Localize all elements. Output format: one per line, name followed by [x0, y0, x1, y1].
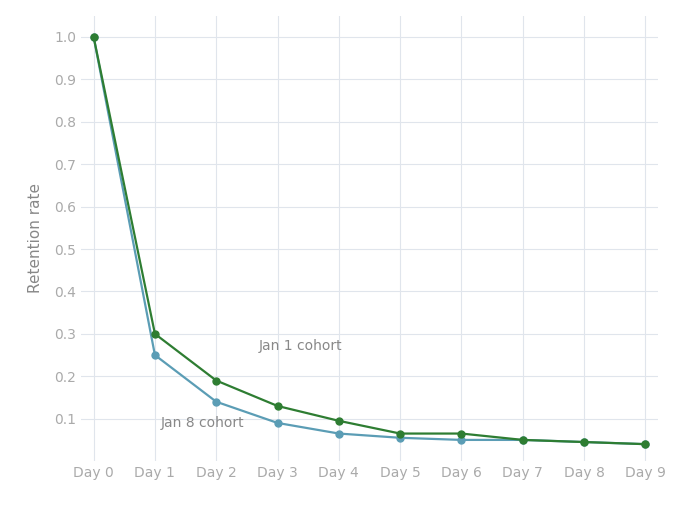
- Y-axis label: Retention rate: Retention rate: [28, 183, 43, 293]
- Text: Jan 1 cohort: Jan 1 cohort: [259, 339, 343, 353]
- Text: Jan 8 cohort: Jan 8 cohort: [161, 416, 245, 430]
